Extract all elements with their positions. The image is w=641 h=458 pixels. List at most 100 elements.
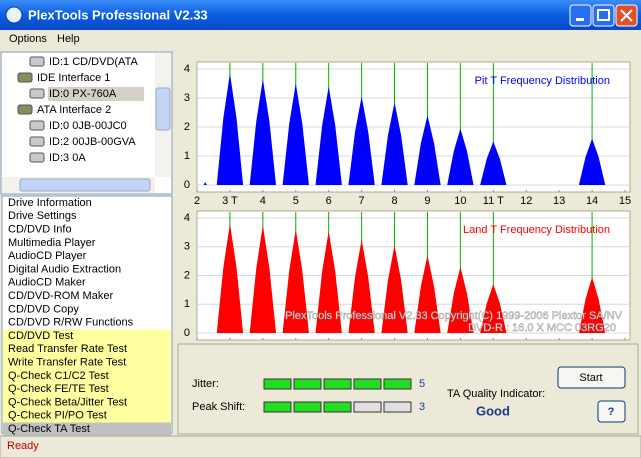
tree-item[interactable]: ID:2 00JB-00GVA [49,136,136,148]
meter-segment [323,401,352,413]
distribution-area [315,86,342,185]
function-item[interactable]: Digital Audio Extraction [8,263,121,275]
distribution-area [282,229,309,333]
function-item[interactable]: CD/DVD-ROM Maker [8,290,113,302]
y-tick-label: 3 [184,241,190,253]
meter-segment [353,378,382,390]
minimize-glyph [576,18,584,21]
distribution-area [381,102,408,185]
function-item[interactable]: Q-Check C1/C2 Test [8,370,109,382]
help-label[interactable]: ? [608,406,615,418]
tree-icon [29,152,45,163]
function-highlight [3,422,171,436]
function-item[interactable]: Q-Check PI/PO Test [8,410,107,422]
x-tick-label: 3 T [222,195,238,207]
y-tick-label: 0 [184,327,190,339]
watermark: DVD-R : 16.0 X MCC 03RG20 [468,322,616,334]
x-tick-label: 8 [391,195,397,207]
help-button[interactable] [597,400,626,423]
quality-value: Good [476,403,510,418]
tree-item[interactable]: ID:0 PX-760A [49,88,117,100]
function-item[interactable]: Drive Information [8,197,92,209]
y-tick-label: 1 [184,298,190,310]
tree-icon [29,136,45,147]
distribution-area [348,239,375,333]
x-tick-label: 9 [424,195,430,207]
x-tick-label: 5 [293,195,299,207]
distribution-area [216,223,244,333]
function-item[interactable]: Q-Check Beta/Jitter Test [8,396,127,408]
tree-item[interactable]: IDE Interface 1 [37,72,110,84]
function-item[interactable]: AudioCD Player [8,250,87,262]
function-item[interactable]: CD/DVD Copy [8,303,79,315]
menu-item[interactable]: Help [57,33,80,45]
tree-icon [17,104,33,115]
distribution-area [447,266,474,333]
function-item[interactable]: Read Transfer Rate Test [8,343,127,355]
start-label[interactable]: Start [579,372,602,384]
tree-item[interactable]: ID:3 0A [49,152,86,164]
minimize-button[interactable] [569,4,592,27]
meter-segment [353,401,382,413]
start-button[interactable] [557,366,626,389]
distribution-area [282,83,309,185]
function-item[interactable]: AudioCD Maker [8,277,86,289]
tree-icon [17,72,33,83]
function-highlight [3,356,171,370]
function-highlight [3,329,171,343]
distribution-area [578,276,606,333]
function-item[interactable]: Drive Settings [8,210,77,222]
tree-icon [29,56,45,67]
maximize-button[interactable] [592,4,615,27]
function-item[interactable]: CD/DVD Test [8,330,73,342]
meter-value: 3 [419,401,425,413]
tree-item[interactable]: ID:0 0JB-00JC0 [49,120,127,132]
function-item[interactable]: CD/DVD Info [8,224,72,236]
meter-segment [293,378,322,390]
title-bar [0,0,641,30]
tree-item[interactable]: ID:1 CD/DVD(ATA [49,56,138,68]
distribution-area [249,225,277,333]
app-icon [5,6,23,24]
distribution-area [203,182,207,185]
meters: Jitter: 5 Peak Shift: 3 [192,378,425,413]
status-bar [0,435,641,458]
distribution-area [315,230,342,333]
x-tick-label: 13 [553,195,565,207]
distribution-area [414,115,441,185]
tree-hscroll-thumb[interactable] [19,178,151,192]
tree-item[interactable]: ATA Interface 2 [37,104,111,116]
function-item[interactable]: Write Transfer Rate Test [8,357,126,369]
meter-value: 5 [419,378,425,390]
status-text: Ready [7,440,39,452]
y-tick-label: 2 [184,121,190,133]
function-item[interactable]: Q-Check TA Test [8,423,90,435]
tree-icon [29,120,45,131]
function-item[interactable]: CD/DVD R/RW Functions [8,317,134,329]
close-glyph [620,9,633,22]
tree-scroll-thumb[interactable] [155,87,171,131]
menu-item[interactable]: Options [9,33,47,45]
x-tick-label: 15 [619,195,631,207]
tree-selection [48,87,144,101]
maximize-glyph [597,9,610,21]
function-item[interactable]: Q-Check FE/TE Test [8,383,109,395]
x-tick-label: 7 [359,195,365,207]
x-tick-label: 14 [586,195,598,207]
y-tick-label: 4 [184,63,190,75]
watermark: PlexTools Professional V2.33 Copyright(C… [285,310,623,322]
distribution-area [578,138,606,185]
window-title: PlexTools Professional V2.33 [28,7,208,22]
tree-icon [29,88,45,99]
distribution-area [480,284,507,333]
distribution-area [216,73,244,185]
function-highlight [3,395,171,410]
meter-segment [383,401,412,413]
meter-segment [323,378,352,390]
x-tick-label: 12 [520,195,532,207]
tree-items: ID:1 CD/DVD(ATA IDE Interface 1 ID:0 PX-76… [17,56,144,164]
function-item[interactable]: Multimedia Player [8,237,96,249]
distribution-area [480,141,507,185]
